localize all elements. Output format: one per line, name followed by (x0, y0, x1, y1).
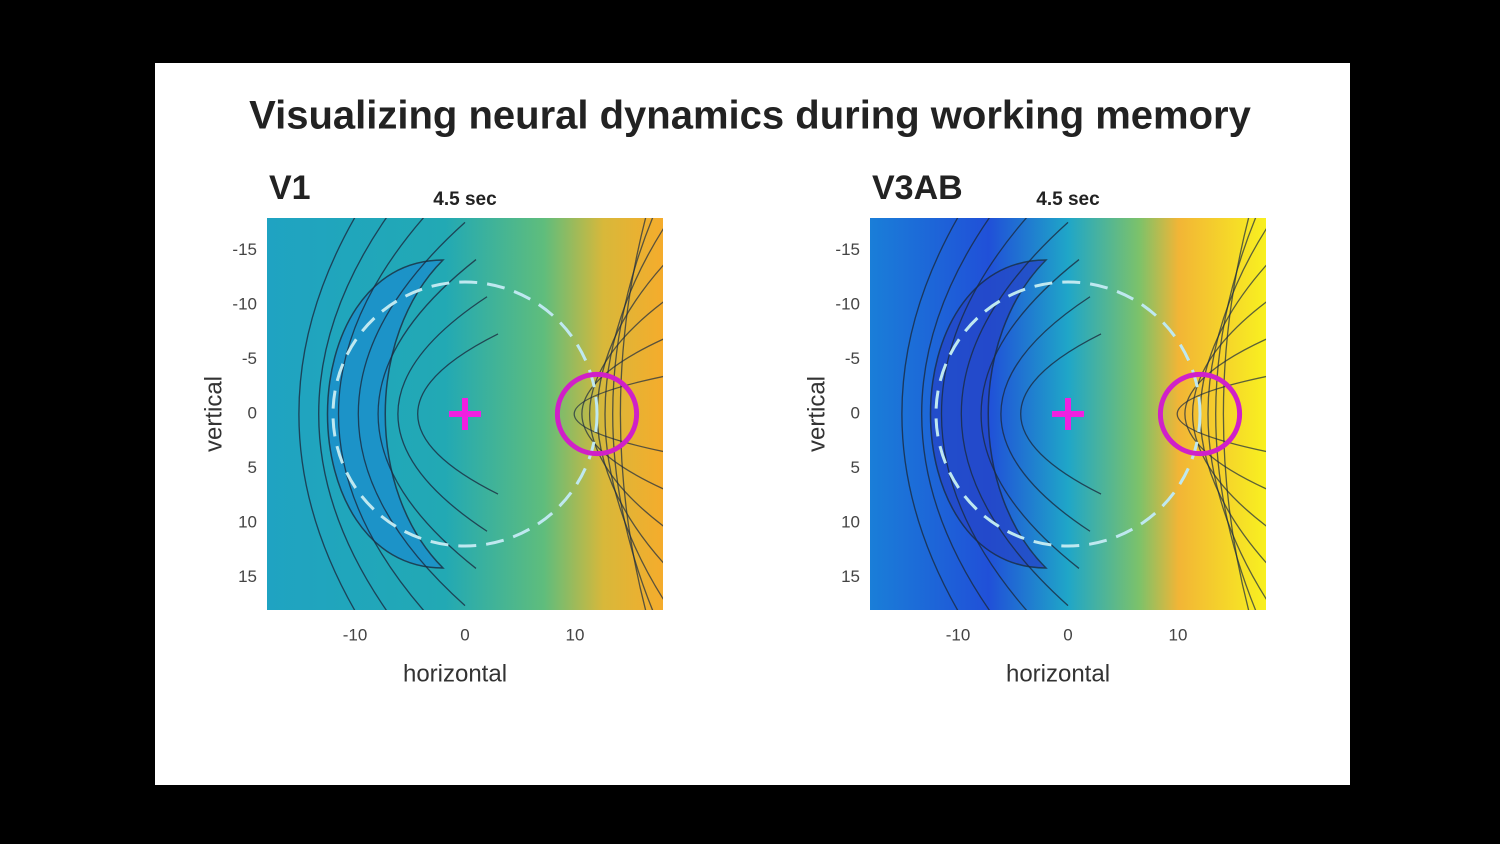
y-tick-label: 0 (851, 403, 860, 422)
contour-line (980, 259, 1080, 569)
contour-line (1184, 338, 1266, 490)
panel-title: V1 (269, 169, 311, 207)
y-tick-label: 10 (841, 512, 860, 531)
contour-line (901, 218, 959, 610)
contour-line (612, 218, 654, 610)
contour-line (619, 218, 647, 610)
y-tick-label: 5 (248, 458, 257, 477)
contour-line (377, 259, 477, 569)
time-label: 4.5 sec (1036, 189, 1100, 210)
contour-line (589, 301, 663, 527)
target-circle (1157, 371, 1243, 457)
x-tick-label: -10 (343, 625, 368, 644)
y-tick-label: -10 (232, 295, 257, 314)
y-axis-label: vertical (803, 376, 830, 452)
y-tick-label: -15 (835, 240, 860, 259)
panel-title: V3AB (872, 169, 963, 207)
x-tick-label: 10 (1169, 625, 1188, 644)
fixation-cross (449, 398, 481, 430)
y-tick-label: -5 (845, 349, 860, 368)
contour-line (357, 221, 466, 607)
y-tick-label: -5 (242, 349, 257, 368)
x-axis-label: horizontal (403, 660, 507, 687)
contour-line (1192, 301, 1266, 527)
y-tick-label: 0 (248, 403, 257, 422)
x-tick-label: -10 (946, 625, 971, 644)
contour-line (338, 218, 425, 610)
contour-line (581, 338, 663, 490)
fixation-cross (1052, 398, 1084, 430)
contour-line (1215, 218, 1257, 610)
y-tick-label: 10 (238, 512, 257, 531)
y-tick-label: 15 (841, 567, 860, 586)
contour-line (960, 221, 1069, 607)
y-tick-label: -15 (232, 240, 257, 259)
y-tick-label: 15 (238, 567, 257, 586)
x-tick-label: 0 (460, 625, 469, 644)
contour-line (318, 218, 388, 610)
target-circle (554, 371, 640, 457)
contour-line (397, 296, 488, 532)
y-axis-label: vertical (200, 376, 227, 452)
x-tick-label: 0 (1063, 625, 1072, 644)
stimulus-ring (331, 280, 599, 548)
slide-title: Visualizing neural dynamics during worki… (249, 94, 1251, 138)
contour-line (1222, 218, 1250, 610)
contour-line (1207, 228, 1266, 600)
contour-line (298, 218, 356, 610)
low-region (326, 259, 445, 569)
y-tick-label: 5 (851, 458, 860, 477)
x-axis-label: horizontal (1006, 660, 1110, 687)
contour-line (941, 218, 1028, 610)
contour-line (604, 228, 663, 600)
time-label: 4.5 sec (433, 189, 497, 210)
x-tick-label: 10 (566, 625, 585, 644)
y-tick-label: -10 (835, 295, 860, 314)
contour-line (921, 218, 991, 610)
contour-line (1000, 296, 1091, 532)
contour-line (417, 333, 499, 495)
stimulus-ring (934, 280, 1202, 548)
contour-line (1020, 333, 1102, 495)
low-region (929, 259, 1048, 569)
